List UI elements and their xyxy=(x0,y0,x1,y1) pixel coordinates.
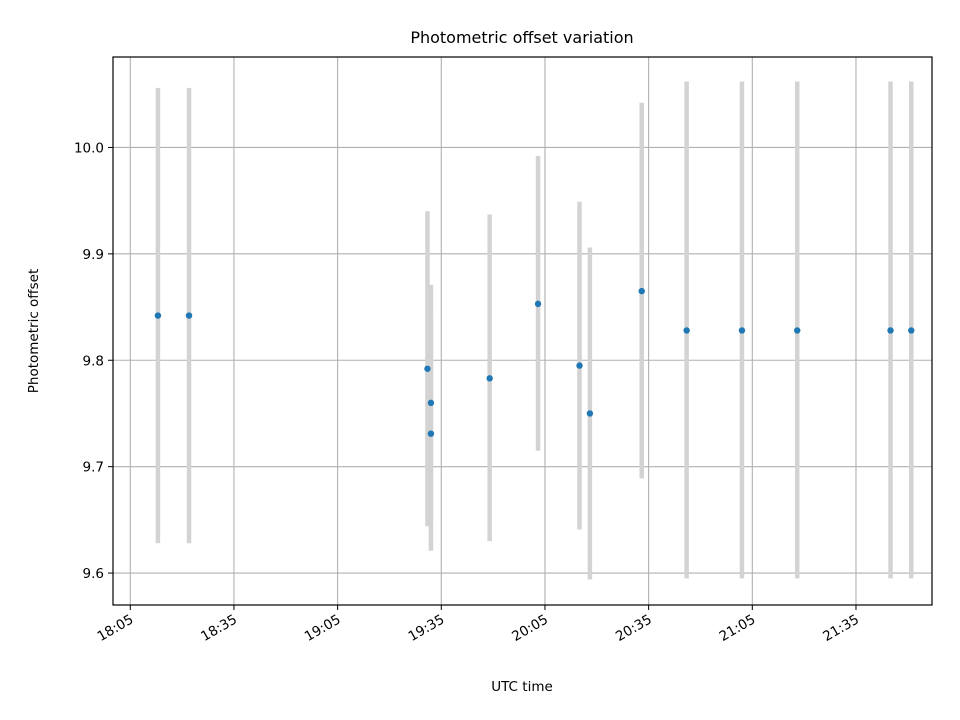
data-point xyxy=(486,375,493,382)
data-point xyxy=(576,362,583,369)
data-point xyxy=(887,327,894,334)
x-tick-label: 21:05 xyxy=(717,612,759,645)
y-axis-label: Photometric offset xyxy=(26,269,42,393)
data-point xyxy=(738,327,746,334)
x-axis-label: UTC time xyxy=(491,679,553,695)
y-tick-label: 10.0 xyxy=(74,140,104,156)
data-point xyxy=(586,410,594,417)
data-point xyxy=(185,312,193,319)
plot-frame xyxy=(112,56,933,606)
data-point xyxy=(154,312,162,319)
data-points xyxy=(154,287,915,437)
y-tick-label: 9.7 xyxy=(83,460,104,476)
x-tick-label: 21:35 xyxy=(820,612,862,645)
data-point xyxy=(424,365,431,372)
x-tick-label: 20:35 xyxy=(613,612,655,645)
x-tick-label: 20:05 xyxy=(509,612,551,645)
data-point xyxy=(427,399,435,407)
y-tick-label: 9.9 xyxy=(83,247,104,263)
x-tick-label: 19:35 xyxy=(406,612,448,645)
y-tick-label: 9.8 xyxy=(83,353,104,369)
x-tick-label: 18:05 xyxy=(95,612,137,645)
x-tick-label: 18:35 xyxy=(198,612,240,645)
data-point xyxy=(534,300,542,308)
data-point xyxy=(427,430,435,437)
data-point xyxy=(638,287,645,295)
data-point xyxy=(794,327,801,334)
y-tick-label: 9.6 xyxy=(83,566,104,582)
x-tick-label: 19:05 xyxy=(302,612,344,645)
data-point xyxy=(683,327,690,334)
grid xyxy=(113,57,932,605)
data-point xyxy=(908,327,915,334)
chart-title: Photometric offset variation xyxy=(410,28,633,47)
